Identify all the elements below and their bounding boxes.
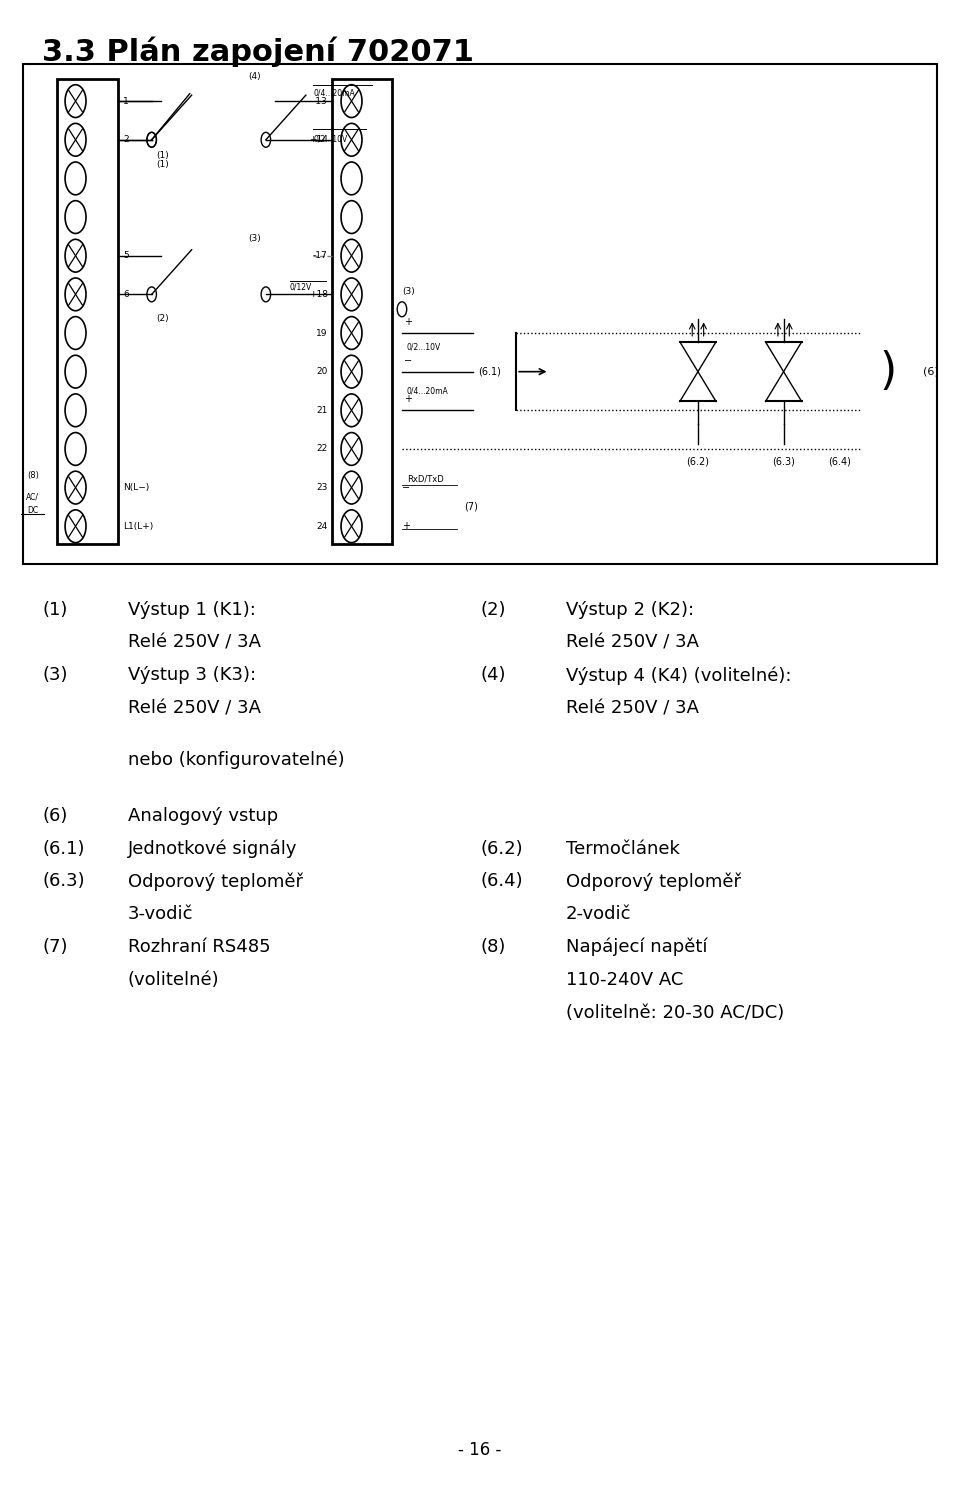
Text: (2): (2) <box>156 314 169 322</box>
Text: 110-240V AC: 110-240V AC <box>565 970 683 988</box>
Text: 2-vodič: 2-vodič <box>565 904 631 922</box>
Text: RxD/TxD: RxD/TxD <box>407 474 444 483</box>
Text: Analogový vstup: Analogový vstup <box>128 807 278 825</box>
Text: 22: 22 <box>317 444 327 453</box>
Text: 19: 19 <box>316 328 327 338</box>
Text: -13: -13 <box>313 96 327 105</box>
Text: (volitelně: 20-30 AC/DC): (volitelně: 20-30 AC/DC) <box>565 1004 784 1022</box>
Text: Výstup 4 (K4) (volitelné):: Výstup 4 (K4) (volitelné): <box>565 666 791 686</box>
Text: +: + <box>404 394 412 405</box>
Text: (6.3): (6.3) <box>772 456 795 466</box>
Text: (6.3): (6.3) <box>42 873 84 891</box>
Text: (6.2): (6.2) <box>686 456 709 466</box>
Text: +: + <box>402 522 410 531</box>
Text: 0/2...10V: 0/2...10V <box>407 342 441 351</box>
Text: (3): (3) <box>402 288 415 297</box>
Text: AC/: AC/ <box>26 492 39 501</box>
Text: (6): (6) <box>42 807 67 825</box>
Text: Relé 250V / 3A: Relé 250V / 3A <box>128 699 261 717</box>
Text: -17: -17 <box>313 251 327 260</box>
Text: 0/12V: 0/12V <box>290 284 312 292</box>
Text: N(L−): N(L−) <box>123 483 150 492</box>
Text: Výstup 2 (K2):: Výstup 2 (K2): <box>565 602 694 619</box>
Text: 5: 5 <box>123 251 129 260</box>
FancyBboxPatch shape <box>332 80 393 544</box>
Text: Napájecí napětí: Napájecí napětí <box>565 938 708 957</box>
Text: Výstup 1 (K1):: Výstup 1 (K1): <box>128 602 255 619</box>
Text: 0/2...10V: 0/2...10V <box>314 135 348 144</box>
Text: - 16 -: - 16 - <box>458 1440 502 1458</box>
Text: (2): (2) <box>480 602 506 619</box>
Text: Relé 250V / 3A: Relé 250V / 3A <box>565 633 699 651</box>
Text: (1): (1) <box>156 159 169 168</box>
Text: (3): (3) <box>249 234 261 243</box>
Text: (1): (1) <box>156 150 169 159</box>
Text: 24: 24 <box>317 522 327 531</box>
Text: ): ) <box>879 350 897 393</box>
Text: (6.2): (6.2) <box>480 840 522 858</box>
Text: nebo (konfigurovatelné): nebo (konfigurovatelné) <box>128 750 345 768</box>
Text: (4): (4) <box>249 72 261 81</box>
Text: Termočlánek: Termočlánek <box>565 840 680 858</box>
Text: Relé 250V / 3A: Relé 250V / 3A <box>128 633 261 651</box>
Text: (volitelné): (volitelné) <box>128 970 220 988</box>
Text: (1): (1) <box>42 602 67 619</box>
Text: L1(L+): L1(L+) <box>123 522 154 531</box>
Text: (7): (7) <box>464 503 478 512</box>
Text: +: + <box>404 316 412 327</box>
Text: Výstup 3 (K3):: Výstup 3 (K3): <box>128 666 256 684</box>
Text: 0/4...20mA: 0/4...20mA <box>407 387 448 396</box>
Text: (3): (3) <box>42 666 68 684</box>
Text: (6): (6) <box>923 366 938 376</box>
Text: (8): (8) <box>27 471 38 480</box>
Text: Odporový teploměř: Odporový teploměř <box>565 873 741 891</box>
Text: 6: 6 <box>123 290 129 298</box>
Text: (7): (7) <box>42 938 68 956</box>
FancyBboxPatch shape <box>23 64 937 564</box>
Text: −: − <box>402 483 410 492</box>
Text: −: − <box>404 356 412 366</box>
Text: 3-vodič: 3-vodič <box>128 904 193 922</box>
Text: Rozhraní RS485: Rozhraní RS485 <box>128 938 271 956</box>
Text: (6.1): (6.1) <box>42 840 84 858</box>
Text: +18: +18 <box>309 290 327 298</box>
FancyBboxPatch shape <box>57 80 118 544</box>
Text: (6.4): (6.4) <box>828 456 852 466</box>
Text: Relé 250V / 3A: Relé 250V / 3A <box>565 699 699 717</box>
Text: (8): (8) <box>480 938 505 956</box>
Text: DC: DC <box>27 506 38 515</box>
Text: Odporový teploměř: Odporový teploměř <box>128 873 303 891</box>
Text: Jednotkové signály: Jednotkové signály <box>128 840 298 858</box>
Text: 3.3 Plán zapojení 702071: 3.3 Plán zapojení 702071 <box>42 38 474 68</box>
Text: 1: 1 <box>123 96 129 105</box>
Text: 21: 21 <box>317 406 327 416</box>
Text: (6.1): (6.1) <box>478 366 501 376</box>
Text: 23: 23 <box>317 483 327 492</box>
Text: (6.4): (6.4) <box>480 873 522 891</box>
Text: (4): (4) <box>480 666 506 684</box>
Text: 0/4...20mA: 0/4...20mA <box>314 88 355 98</box>
Text: 2: 2 <box>123 135 129 144</box>
Text: 20: 20 <box>317 368 327 376</box>
Text: +14: +14 <box>309 135 327 144</box>
